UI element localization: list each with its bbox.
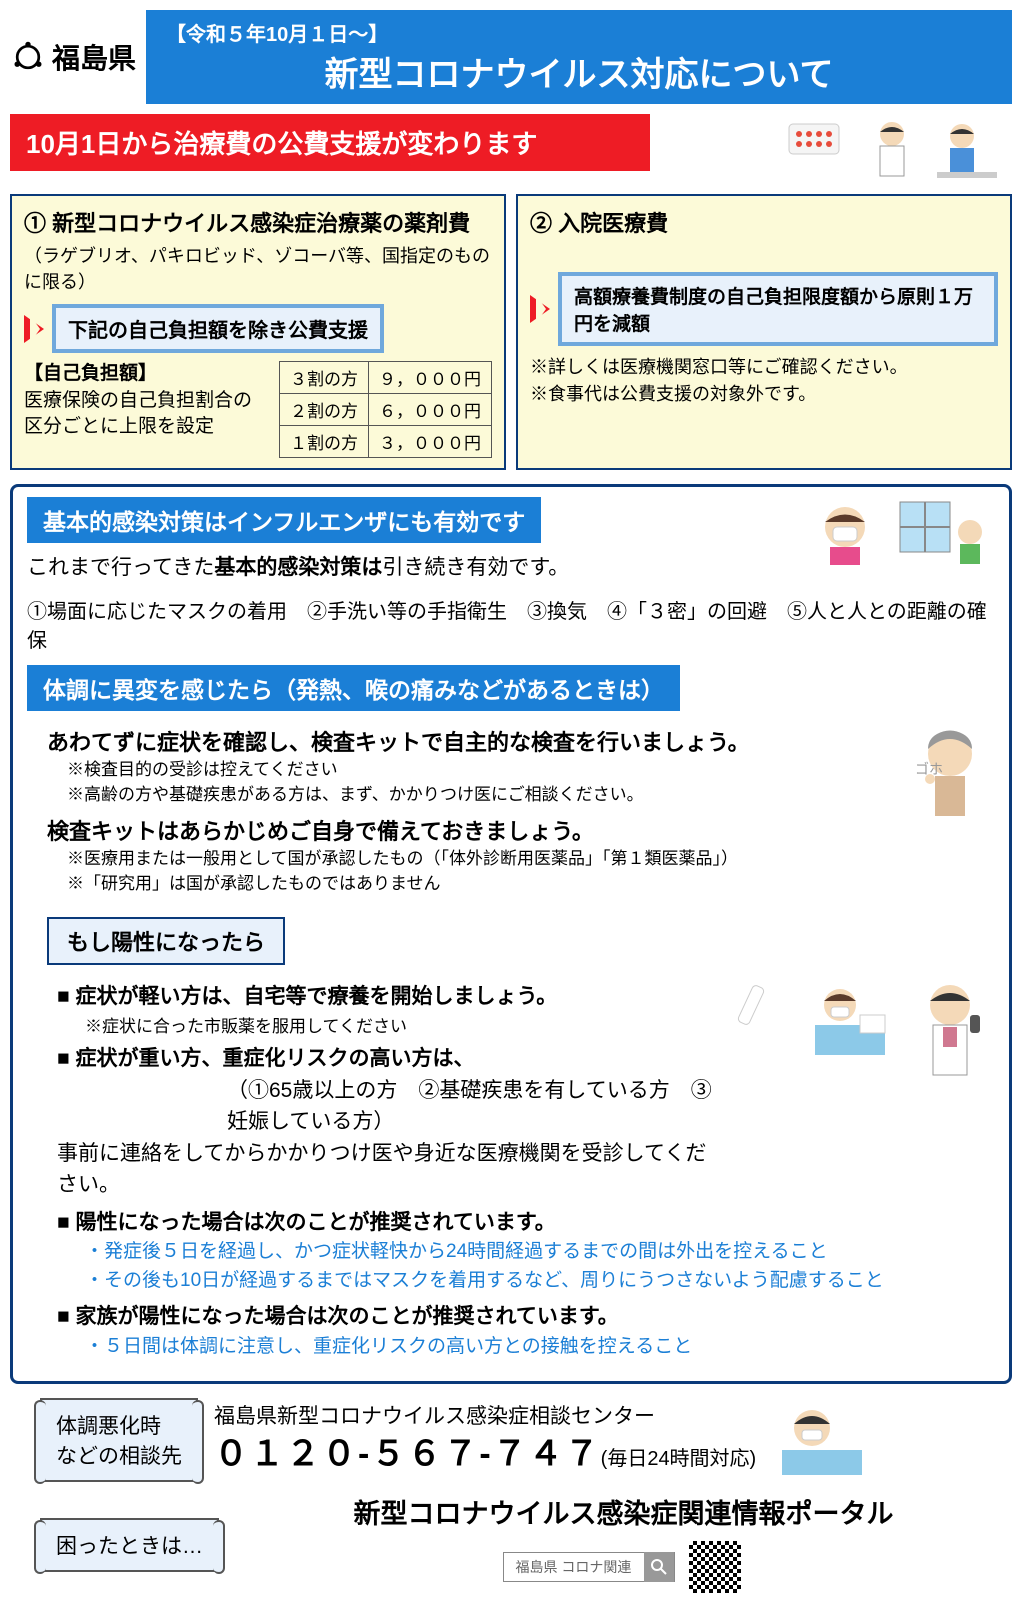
panel2-note2: ※食事代は公費支援の対象外です。 [530, 381, 998, 408]
bullet2-sub: （①65歳以上の方 ②基礎疾患を有している方 ③妊娠している方） [227, 1075, 715, 1138]
svg-text:ゴホ: ゴホ [915, 761, 943, 777]
footer-portal: 困ったときは… 新型コロナウイルス感染症関連情報ポータル 福島県 コロナ関連 [40, 1492, 1012, 1597]
panel2-bluebox: 高額療養費制度の自己負担限度額から原則１万円を減額 [558, 272, 998, 346]
panel2-note1: ※詳しくは医療機関窓口等にご確認ください。 [530, 354, 998, 381]
fukushima-mark-icon [10, 39, 46, 75]
advice1-note2: ※高齢の方や基礎疾患がある方は、まず、かかりつけ医にご相談ください。 [67, 782, 895, 808]
mask-person-icon [805, 497, 885, 567]
bullet3-blue2: ・その後も10日が経過するまではマスクを着用するなど、周りにうつさないよう配慮す… [85, 1267, 995, 1296]
bullet1: ■ 症状が軽い方は、自宅等で療養を開始しましょう。 [57, 981, 715, 1013]
search-icon [650, 1558, 668, 1576]
advice2-note2: ※「研究用」は国が承認したものではありません [67, 871, 895, 897]
cost-panels: ① 新型コロナウイルス感染症治療薬の薬剤費 （ラゲブリオ、パキロビッド、ゾコーバ… [10, 194, 1012, 470]
arrow-icon [530, 295, 550, 323]
title-banner: 【令和５年10月１日～】 新型コロナウイルス対応について [146, 10, 1012, 104]
doctor-patient-icon [862, 114, 1002, 184]
portal-title: 新型コロナウイルス感染症関連情報ポータル [235, 1492, 1012, 1531]
table-row: ３割の方９，０００円 [280, 362, 492, 394]
advice1-note1: ※検査目的の受診は控えてください [67, 757, 895, 783]
title-main: 新型コロナウイルス対応について [166, 47, 992, 96]
test-kit-icon [725, 975, 795, 1035]
bullet4: ■ 家族が陽性になった場合は次のことが推奨されています。 [57, 1301, 995, 1333]
bullet2-line2: 事前に連絡をしてからかかりつけ医や身近な医療機関を受診してください。 [57, 1138, 715, 1201]
positive-box: もし陽性になったら [47, 917, 285, 965]
bullet3: ■ 陽性になった場合は次のことが推奨されています。 [57, 1207, 995, 1239]
medicine-icon [784, 114, 854, 164]
phone-hours: (毎日24時間対応) [601, 1448, 757, 1470]
table-row: １割の方３，０００円 [280, 426, 492, 458]
panel1-subtitle: （ラゲブリオ、パキロビッド、ゾコーバ等、国指定のものに限る） [24, 242, 492, 294]
title-subtitle: 【令和５年10月１日～】 [166, 18, 992, 47]
scroll-label-help: 困ったときは… [40, 1518, 219, 1572]
contact-center: 福島県新型コロナウイルス感染症相談センター ０１２０-５６７-７４７(毎日24時… [214, 1402, 756, 1479]
measures-list: ①場面に応じたマスクの着用 ②手洗い等の手指衛生 ③換気 ④「３密」の回避 ⑤人… [27, 595, 995, 653]
qr-code-icon [685, 1537, 745, 1597]
table-row: ２割の方６，０００円 [280, 394, 492, 426]
bullet4-blue1: ・５日間は体調に注意し、重症化リスクの高い方との接触を控えること [85, 1333, 995, 1362]
prefecture-name: 福島県 [52, 37, 136, 77]
sick-person-icon [772, 1400, 872, 1480]
search-box[interactable]: 福島県 コロナ関連 [503, 1552, 675, 1582]
bullet1-note: ※症状に合った市販薬を服用してください [85, 1012, 715, 1037]
panel2-title: ② 入院医療費 [530, 206, 998, 238]
panel1-bluebox: 下記の自己負担額を除き公費支援 [52, 304, 384, 353]
advice2-title: 検査キットはあらかじめご自身で備えておきましょう。 [47, 814, 895, 846]
red-banner: 10月1日から治療費の公費支援が変わります [10, 114, 650, 171]
ventilation-icon [895, 497, 995, 567]
center-name: 福島県新型コロナウイルス感染症相談センター [214, 1402, 756, 1431]
burden-table: ３割の方９，０００円 ２割の方６，０００円 １割の方３，０００円 [279, 361, 492, 458]
header: 福島県 【令和５年10月１日～】 新型コロナウイルス対応について [10, 10, 1012, 104]
resting-person-icon [805, 975, 895, 1065]
scroll-label-contact: 体調悪化時 などの相談先 [40, 1398, 198, 1482]
advice1-title: あわてずに症状を確認し、検査キットで自主的な検査を行いましょう。 [47, 725, 895, 757]
panel-drug-cost: ① 新型コロナウイルス感染症治療薬の薬剤費 （ラゲブリオ、パキロビッド、ゾコーバ… [10, 194, 506, 470]
advice2-note1: ※医療用または一般用として国が承認したもの（「体外診断用医薬品」「第１類医薬品」… [67, 846, 895, 872]
doctor-phone-icon [905, 975, 995, 1085]
notice-row: 10月1日から治療費の公費支援が変わります [10, 114, 1012, 184]
burden-description: 【自己負担額】 医療保険の自己負担割合の区分ごとに上限を設定 [24, 361, 269, 441]
panel1-title: ① 新型コロナウイルス感染症治療薬の薬剤費 [24, 206, 492, 238]
section-head-symptoms: 体調に異変を感じたら（発熱、喉の痛みなどがあるときは） [27, 665, 680, 711]
phone-number: ０１２０-５６７-７４７ [214, 1435, 601, 1473]
footer-contact: 体調悪化時 などの相談先 福島県新型コロナウイルス感染症相談センター ０１２０-… [40, 1398, 1012, 1482]
intro-text: これまで行ってきた基本的感染対策は引き続き有効です。 [27, 551, 795, 585]
search-button[interactable] [644, 1552, 674, 1582]
prefecture-logo: 福島県 [10, 37, 136, 77]
search-input[interactable]: 福島県 コロナ関連 [504, 1553, 644, 1581]
doctor-patient-illustration [660, 114, 1012, 184]
bullet2: ■ 症状が重い方、重症化リスクの高い方は、 [57, 1043, 715, 1075]
section-head-prevention: 基本的感染対策はインフルエンザにも有効です [27, 497, 541, 543]
bullet3-blue1: ・発症後５日を経過し、かつ症状軽快から24時間経過するまでの間は外出を控えること [85, 1238, 995, 1267]
panel-hospital-cost: ② 入院医療費 高額療養費制度の自己負担限度額から原則１万円を減額 ※詳しくは医… [516, 194, 1012, 470]
guidance-box: 基本的感染対策はインフルエンザにも有効です これまで行ってきた基本的感染対策は引… [10, 484, 1012, 1384]
arrow-icon [24, 315, 44, 343]
coughing-person-icon: ゴホ [905, 719, 995, 839]
